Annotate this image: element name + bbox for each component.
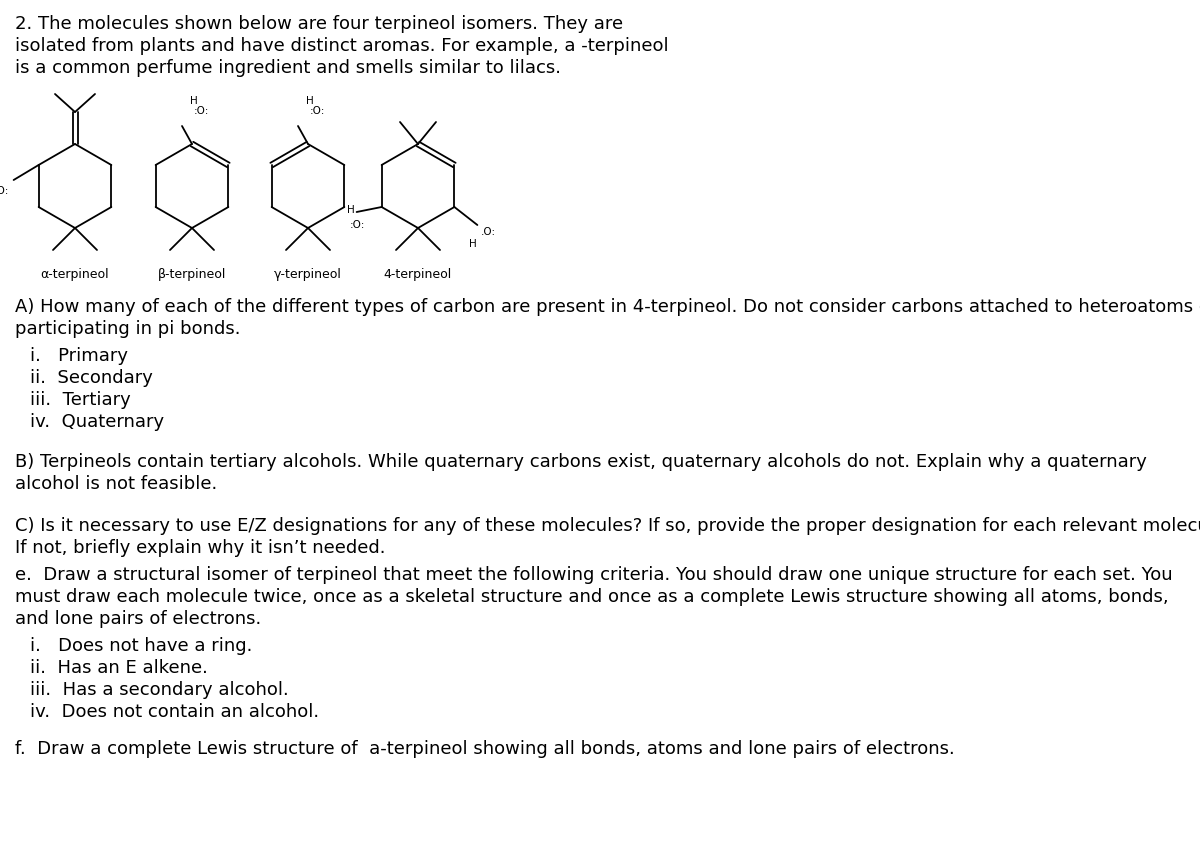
Text: H: H <box>306 96 313 106</box>
Text: participating in pi bonds.: participating in pi bonds. <box>14 320 240 338</box>
Text: and lone pairs of electrons.: and lone pairs of electrons. <box>14 610 262 628</box>
Text: ii.  Secondary: ii. Secondary <box>30 369 152 387</box>
Text: H: H <box>469 239 478 249</box>
Text: iii.  Tertiary: iii. Tertiary <box>30 391 131 409</box>
Text: e.  Draw a structural isomer of terpineol that meet the following criteria. You : e. Draw a structural isomer of terpineol… <box>14 566 1172 584</box>
Text: iv.  Does not contain an alcohol.: iv. Does not contain an alcohol. <box>30 703 319 721</box>
Text: B) Terpineols contain tertiary alcohols. While quaternary carbons exist, quatern: B) Terpineols contain tertiary alcohols.… <box>14 453 1147 471</box>
Text: iv.  Quaternary: iv. Quaternary <box>30 413 164 431</box>
Text: .O:: .O: <box>481 227 497 237</box>
Text: C) Is it necessary to use E/Z designations for any of these molecules? If so, pr: C) Is it necessary to use E/Z designatio… <box>14 517 1200 535</box>
Text: :O:: :O: <box>349 220 365 230</box>
Text: 2. The molecules shown below are four terpineol isomers. They are: 2. The molecules shown below are four te… <box>14 15 623 33</box>
Text: β-terpineol: β-terpineol <box>158 268 226 281</box>
Text: i.   Does not have a ring.: i. Does not have a ring. <box>30 637 252 655</box>
Text: :O:: :O: <box>0 186 8 196</box>
Text: :O:: :O: <box>310 106 325 116</box>
Text: H: H <box>347 205 355 215</box>
Text: :O:: :O: <box>194 106 209 116</box>
Text: ii.  Has an E alkene.: ii. Has an E alkene. <box>30 659 208 677</box>
Text: alcohol is not feasible.: alcohol is not feasible. <box>14 475 217 493</box>
Text: must draw each molecule twice, once as a skeletal structure and once as a comple: must draw each molecule twice, once as a… <box>14 588 1169 606</box>
Text: If not, briefly explain why it isn’t needed.: If not, briefly explain why it isn’t nee… <box>14 539 385 557</box>
Text: i.   Primary: i. Primary <box>30 347 128 365</box>
Text: iii.  Has a secondary alcohol.: iii. Has a secondary alcohol. <box>30 681 289 699</box>
Text: A) How many of each of the different types of carbon are present in 4-terpineol.: A) How many of each of the different typ… <box>14 298 1200 316</box>
Text: α-terpineol: α-terpineol <box>41 268 109 281</box>
Text: isolated from plants and have distinct aromas. For example, a -terpineol: isolated from plants and have distinct a… <box>14 37 668 55</box>
Text: f.  Draw a complete Lewis structure of  a-terpineol showing all bonds, atoms and: f. Draw a complete Lewis structure of a-… <box>14 740 955 758</box>
Text: H: H <box>190 96 198 106</box>
Text: γ-terpineol: γ-terpineol <box>274 268 342 281</box>
Text: is a common perfume ingredient and smells similar to lilacs.: is a common perfume ingredient and smell… <box>14 59 562 77</box>
Text: 4-terpineol: 4-terpineol <box>384 268 452 281</box>
